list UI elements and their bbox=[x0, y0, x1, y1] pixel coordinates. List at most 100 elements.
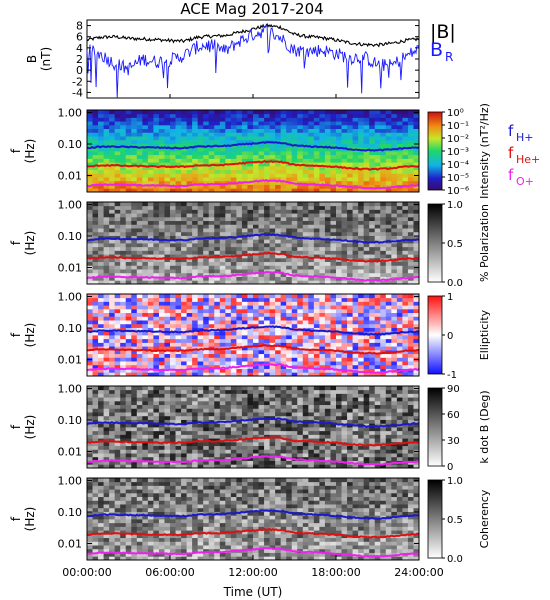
spectrogram-cell bbox=[87, 169, 93, 174]
spectrogram-cell bbox=[253, 338, 259, 343]
spectrogram-cell bbox=[208, 184, 215, 189]
spectrogram-cell bbox=[264, 342, 270, 347]
spectrogram-cell bbox=[125, 412, 132, 417]
spectrogram-cell bbox=[131, 331, 138, 336]
spectrogram-cell bbox=[241, 342, 248, 347]
spectrogram-cell bbox=[103, 110, 110, 115]
spectrogram-cell bbox=[153, 280, 160, 285]
spectrogram-cell bbox=[197, 224, 204, 229]
spectrogram-cell bbox=[92, 110, 99, 115]
spectrogram-cell bbox=[219, 213, 226, 218]
spectrogram-cell bbox=[319, 265, 326, 270]
spectrogram-cell bbox=[269, 445, 276, 450]
spectrogram-cell bbox=[236, 243, 243, 248]
spectrogram-cell bbox=[125, 404, 132, 409]
spectrogram-cell bbox=[253, 147, 259, 152]
spectrogram-cell bbox=[407, 243, 414, 248]
spectrogram-cell bbox=[247, 342, 254, 347]
spectrogram-cell bbox=[269, 353, 276, 358]
spectrogram-cell bbox=[175, 257, 182, 263]
spectrogram-cell bbox=[114, 165, 121, 171]
spectrogram-cell bbox=[186, 254, 193, 259]
spectrogram-cell bbox=[114, 180, 121, 185]
freq-ylabel-top: f bbox=[9, 148, 23, 153]
spectrogram-cell bbox=[341, 308, 348, 314]
spectrogram-cell bbox=[92, 438, 99, 443]
spectrogram-cell bbox=[230, 316, 237, 321]
spectrogram-cell bbox=[170, 316, 176, 321]
spectrogram-cell bbox=[103, 430, 110, 435]
spectrogram-cell bbox=[147, 364, 154, 369]
spectrogram-cell bbox=[131, 327, 138, 332]
spectrogram-cell bbox=[197, 389, 204, 394]
spectrogram-cell bbox=[241, 357, 248, 362]
spectrogram-cell bbox=[181, 209, 187, 214]
spectrogram-cell bbox=[258, 124, 265, 130]
spectrogram-cell bbox=[136, 213, 143, 218]
spectrogram-cell bbox=[313, 301, 320, 306]
spectrogram-cell bbox=[358, 158, 365, 163]
spectrogram-cell bbox=[341, 335, 348, 340]
spectrogram-cell bbox=[280, 184, 287, 189]
spectrogram-cell bbox=[186, 438, 193, 443]
spectrogram-cell bbox=[208, 261, 215, 266]
spectrogram-cell bbox=[136, 453, 143, 458]
spectrogram-cell bbox=[391, 294, 398, 299]
spectrogram-cell bbox=[313, 231, 320, 236]
spectrogram-cell bbox=[341, 272, 348, 277]
spectrogram-cell bbox=[413, 121, 420, 126]
spectrogram-cell bbox=[170, 312, 176, 317]
spectrogram-cell bbox=[247, 353, 254, 358]
spectrogram-cell bbox=[219, 265, 226, 270]
spectrogram-cell bbox=[308, 205, 315, 210]
spectrogram-cell bbox=[253, 404, 259, 409]
spectrogram-cell bbox=[175, 331, 182, 336]
spectrogram-cell bbox=[131, 243, 138, 248]
spectrogram-cell bbox=[363, 136, 370, 141]
spectrogram-cell bbox=[214, 423, 221, 428]
spectrogram-cell bbox=[247, 110, 254, 115]
spectrogram-cell bbox=[363, 173, 370, 178]
spectrogram-cell bbox=[120, 254, 127, 259]
spectrogram-cell bbox=[230, 265, 237, 270]
spectrogram-cell bbox=[347, 224, 353, 229]
legend-radial-field-subscript: R bbox=[445, 50, 453, 64]
spectrogram-cell bbox=[230, 323, 237, 328]
spectrogram-cell bbox=[214, 294, 221, 299]
spectrogram-cell bbox=[241, 434, 248, 439]
spectrogram-cell bbox=[358, 110, 365, 115]
spectrogram-cell bbox=[369, 257, 376, 263]
spectrogram-cell bbox=[87, 423, 93, 428]
spectrogram-cell bbox=[374, 364, 381, 369]
spectrogram-cell bbox=[214, 438, 221, 443]
spectrogram-cell bbox=[192, 254, 199, 259]
spectrogram-cell bbox=[363, 110, 370, 115]
spectrogram-cell bbox=[369, 312, 376, 317]
spectrogram-cell bbox=[302, 124, 309, 130]
spectrogram-cell bbox=[269, 338, 276, 343]
spectrogram-cell bbox=[313, 342, 320, 347]
spectrogram-cell bbox=[236, 165, 243, 171]
spectrogram-cell bbox=[153, 438, 160, 443]
spectrogram-cell bbox=[336, 136, 342, 141]
spectrogram-cell bbox=[197, 169, 204, 174]
spectrogram-cell bbox=[186, 180, 193, 185]
spectrogram-cell bbox=[313, 110, 320, 115]
spectrogram-cell bbox=[158, 151, 165, 156]
spectrogram-cell bbox=[380, 261, 387, 266]
spectrogram-cell bbox=[275, 272, 282, 277]
spectrogram-cell bbox=[219, 261, 226, 266]
spectrogram-cell bbox=[369, 338, 376, 343]
spectrogram-cell bbox=[164, 228, 171, 233]
spectrogram-cell bbox=[175, 213, 182, 218]
spectrogram-cell bbox=[358, 205, 365, 210]
spectrogram-cell bbox=[109, 338, 116, 343]
spectrogram-cell bbox=[385, 213, 392, 218]
spectrogram-cell bbox=[391, 151, 398, 156]
spectrogram-cell bbox=[142, 346, 149, 351]
spectrogram-cell bbox=[241, 184, 248, 189]
spectrogram-cell bbox=[214, 250, 221, 255]
spectrogram-cell bbox=[125, 136, 132, 141]
spectrogram-cell bbox=[241, 430, 248, 435]
spectrogram-cell bbox=[291, 246, 298, 251]
